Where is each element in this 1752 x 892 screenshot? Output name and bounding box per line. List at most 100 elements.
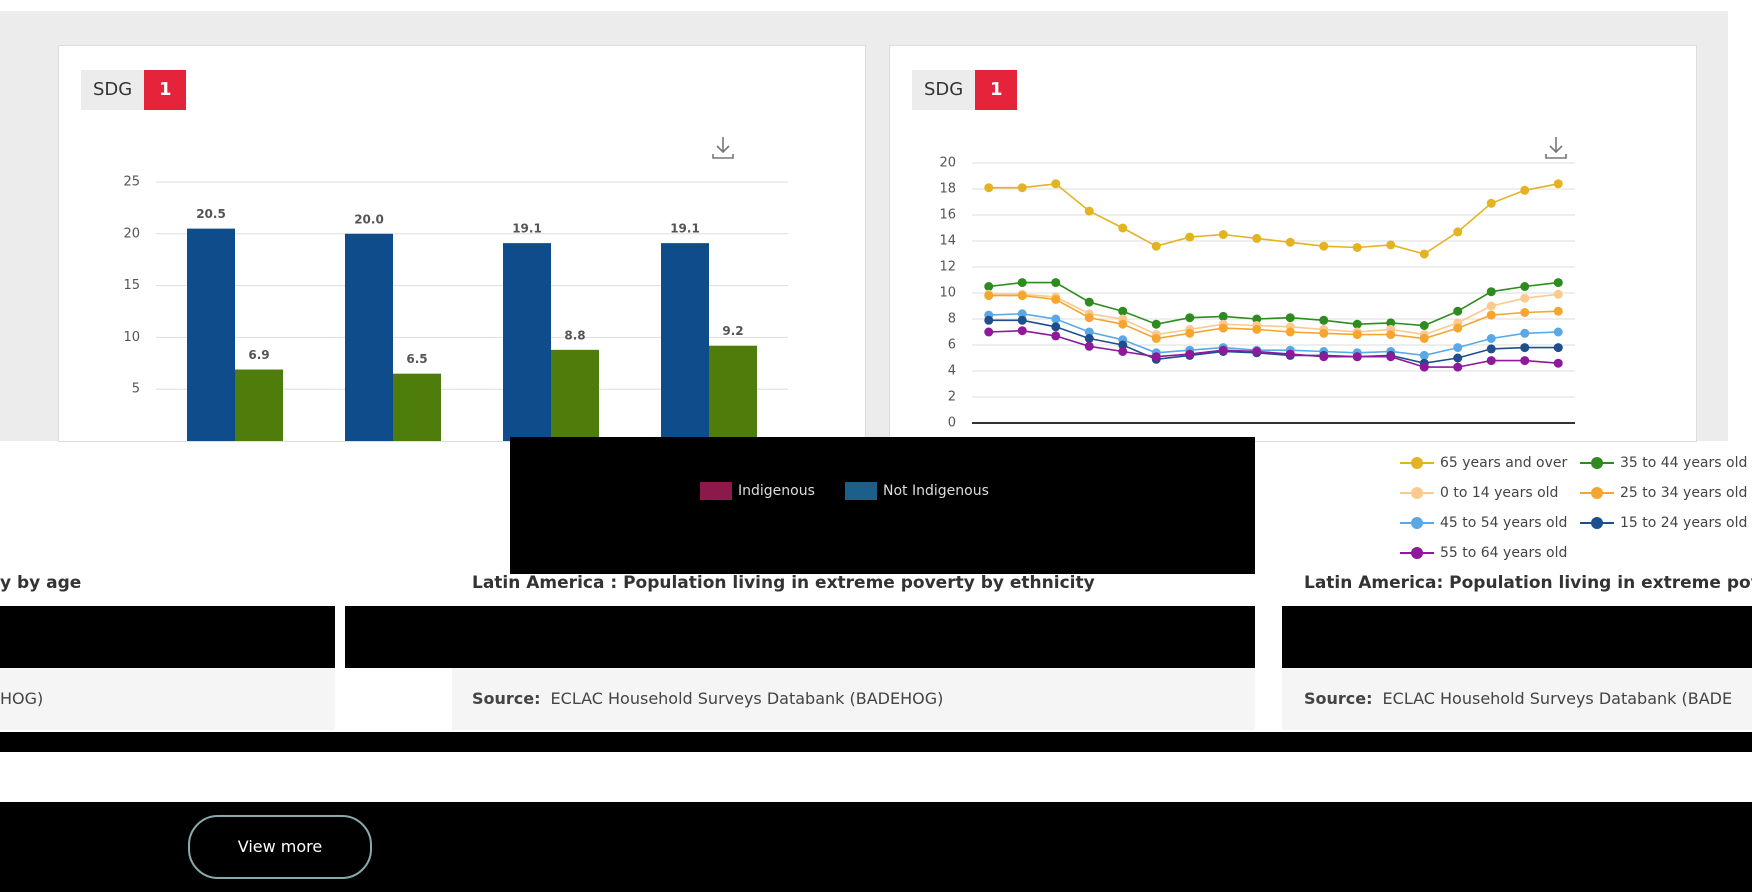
point: [1118, 340, 1128, 350]
point: [1252, 314, 1262, 324]
legend-swatch: [1580, 517, 1614, 529]
download-icon[interactable]: [1542, 134, 1570, 162]
point: [1453, 227, 1463, 237]
point: [1151, 319, 1161, 329]
data-label: 8.8: [564, 328, 585, 342]
point: [1520, 308, 1530, 317]
point: [1419, 334, 1429, 343]
point: [1084, 341, 1094, 351]
point: [984, 315, 994, 325]
point: [1017, 278, 1027, 288]
point: [1352, 319, 1362, 329]
point: [1218, 311, 1228, 321]
point: [1051, 322, 1061, 332]
legend-swatch: [1400, 517, 1434, 529]
point: [1252, 324, 1262, 334]
series-line: [988, 329, 1559, 368]
point: [1486, 310, 1496, 320]
y-tick-label: 2: [948, 390, 956, 405]
legend-label: 45 to 54 years old: [1440, 515, 1568, 531]
card-title: y by age: [0, 573, 82, 593]
legend-item[interactable]: 45 to 54 years old: [1400, 515, 1567, 531]
legend-item[interactable]: 55 to 64 years old: [1400, 545, 1567, 561]
series-line: [988, 281, 1559, 327]
legend-item[interactable]: 25 to 34 years old: [1580, 485, 1747, 501]
badge-number: 1: [144, 70, 187, 110]
y-tick-label: 10: [123, 330, 140, 345]
y-tick-label: 0: [948, 416, 956, 431]
point: [1285, 313, 1295, 323]
legend-item[interactable]: 65 years and over: [1400, 455, 1567, 471]
point: [1051, 331, 1061, 341]
y-tick-label: 20: [123, 226, 140, 241]
point: [1520, 356, 1530, 366]
source-label: Source:: [1304, 689, 1373, 708]
legend-swatch: [1580, 457, 1614, 469]
source-band: [1282, 668, 1752, 730]
point: [1453, 323, 1463, 333]
point: [1520, 185, 1530, 195]
point: [1352, 352, 1362, 362]
legend-item[interactable]: 35 to 44 years old: [1580, 455, 1747, 471]
download-icon[interactable]: [709, 134, 737, 162]
series-line: [988, 312, 1559, 357]
data-label: 20.0: [354, 212, 384, 226]
point: [1084, 327, 1094, 337]
series-line: [988, 319, 1559, 365]
legend-swatch: [1400, 547, 1434, 559]
point: [1419, 321, 1429, 330]
point: [1352, 243, 1362, 252]
point: [1419, 362, 1429, 372]
legend-item[interactable]: 0 to 14 years old: [1400, 485, 1558, 501]
y-tick-label: 15: [123, 278, 140, 293]
legend-label: 55 to 64 years old: [1440, 545, 1568, 561]
data-label: 6.5: [406, 352, 427, 366]
point: [1017, 291, 1027, 301]
bar: [235, 369, 283, 441]
series-line: [988, 293, 1559, 336]
view-more-button[interactable]: View more: [188, 815, 372, 879]
point: [1218, 345, 1228, 355]
legend-item[interactable]: 15 to 24 years old: [1580, 515, 1747, 531]
legend-swatch: [1580, 487, 1614, 499]
y-tick-label: 18: [939, 182, 956, 197]
point: [984, 327, 994, 337]
bar: [551, 349, 599, 441]
point: [1185, 232, 1195, 242]
legend-item: Indigenous: [700, 482, 815, 500]
point: [1218, 230, 1228, 239]
point: [1486, 356, 1496, 366]
point: [1151, 352, 1161, 362]
point: [1319, 315, 1329, 325]
point: [984, 183, 994, 193]
point: [1486, 344, 1496, 354]
point: [1453, 362, 1463, 372]
point: [1520, 328, 1530, 338]
data-label: 6.9: [248, 348, 269, 362]
point: [1151, 241, 1161, 251]
point: [1051, 314, 1061, 324]
legend-label: 65 years and over: [1440, 455, 1568, 471]
point: [1017, 315, 1027, 325]
point: [1051, 278, 1061, 288]
glitch-block: [1282, 606, 1752, 668]
series-line: [988, 294, 1559, 340]
point: [1118, 223, 1128, 233]
legend-label: 0 to 14 years old: [1440, 485, 1559, 501]
point: [1218, 323, 1228, 333]
legend-label: 35 to 44 years old: [1620, 455, 1748, 471]
point: [1386, 352, 1396, 362]
point: [1319, 328, 1329, 338]
bar: [187, 228, 235, 441]
y-tick-label: 25: [123, 175, 140, 190]
glitch-block: [345, 606, 1255, 668]
legend-label: Not Indigenous: [883, 483, 989, 499]
y-tick-label: 4: [948, 364, 956, 379]
point: [1185, 349, 1195, 359]
point: [1386, 318, 1396, 328]
source-band: [0, 668, 335, 730]
point: [1051, 295, 1061, 304]
bar: [503, 243, 551, 441]
point: [1319, 241, 1329, 251]
